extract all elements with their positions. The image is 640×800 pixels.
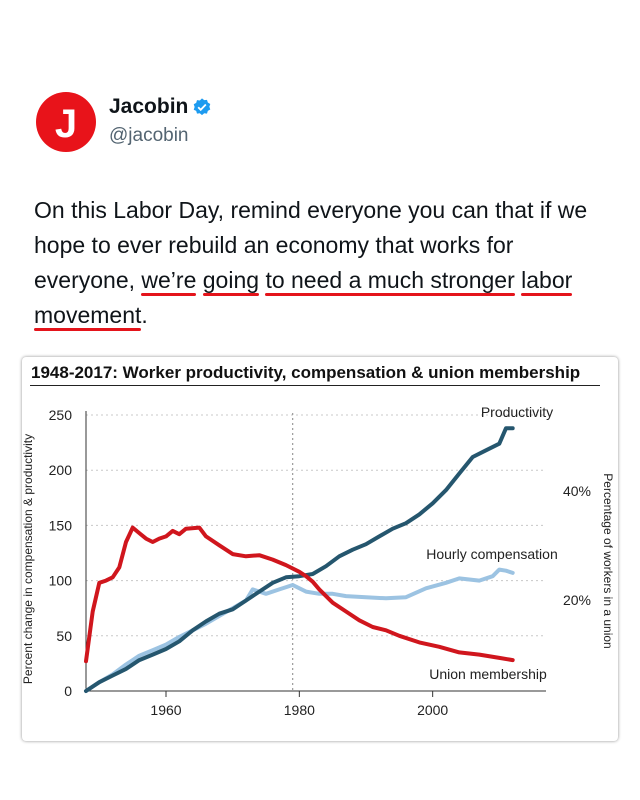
y-tick-label: 100 <box>49 573 73 589</box>
underlined-phrase: movement <box>34 302 142 331</box>
logo-letter: J <box>55 102 77 142</box>
x-tick-label: 2000 <box>417 702 448 718</box>
red-underline-mark <box>34 328 142 331</box>
y-tick-label: 50 <box>56 628 72 644</box>
right-axis-tick-label: 40% <box>563 483 591 499</box>
underlined-phrase: labor <box>521 267 573 296</box>
series-line-hourly-compensation <box>84 567 515 693</box>
verified-badge-icon <box>194 98 211 116</box>
series-label: Union membership <box>429 666 547 682</box>
underlined-phrase: we’re <box>141 267 197 296</box>
tweet-text: On this Labor Day, remind everyone you c… <box>34 193 614 333</box>
red-underline-mark <box>265 293 515 296</box>
series-label: Productivity <box>481 404 553 420</box>
y-tick-label: 250 <box>49 407 73 423</box>
series-line-union-membership <box>84 525 515 664</box>
underlined-phrase: to need a much stronger <box>265 267 515 296</box>
tweet-text-segment: . <box>141 302 148 328</box>
x-tick-label: 1980 <box>284 702 315 718</box>
y-axis-title-right: Percentage of workers in a union <box>601 473 615 648</box>
underlined-phrase: going <box>202 267 260 296</box>
y-tick-label: 150 <box>49 517 73 533</box>
avatar[interactable]: J <box>36 92 96 152</box>
red-underline-mark <box>141 293 197 296</box>
chart-title-rule <box>30 385 600 386</box>
handle[interactable]: @jacobin <box>109 125 189 146</box>
x-tick-label: 1960 <box>150 702 181 718</box>
red-underline-mark <box>521 293 573 296</box>
author-name-text[interactable]: Jacobin <box>109 95 189 118</box>
tweet-header: J Jacobin @jacobin <box>36 92 596 162</box>
chart-title: 1948-2017: Worker productivity, compensa… <box>31 363 581 382</box>
right-axis-tick-label: 20% <box>563 592 591 608</box>
tweet-text-segment <box>196 267 202 293</box>
line-chart: 0 50 100 150 200 250 1960 1980 2000 Productivity H… <box>22 404 615 718</box>
y-axis-title-left: Percent change in compensation & product… <box>22 434 35 684</box>
jacobin-logo-icon: J <box>55 102 77 142</box>
y-tick-label: 0 <box>64 683 72 699</box>
y-tick-label: 200 <box>49 462 73 478</box>
red-underline-mark <box>202 293 260 296</box>
series-label: Hourly compensation <box>426 546 558 562</box>
tweet-text-segment: On this Labor Day, remind everyone you c… <box>34 197 588 293</box>
chart-card: 1948-2017: Worker productivity, compensa… <box>22 357 618 741</box>
author-name[interactable]: Jacobin <box>109 95 212 119</box>
